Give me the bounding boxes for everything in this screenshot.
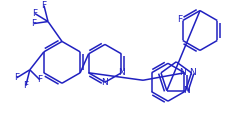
Text: N: N xyxy=(189,68,196,77)
Text: N: N xyxy=(102,78,108,87)
Text: F: F xyxy=(31,19,37,28)
Text: F: F xyxy=(14,73,19,82)
Text: F: F xyxy=(23,81,28,90)
Text: F: F xyxy=(37,75,42,84)
Text: N: N xyxy=(179,68,186,77)
Text: F: F xyxy=(177,15,182,24)
Text: F: F xyxy=(32,9,38,18)
Text: N: N xyxy=(183,86,190,95)
Text: F: F xyxy=(41,1,47,10)
Text: N: N xyxy=(118,68,125,77)
